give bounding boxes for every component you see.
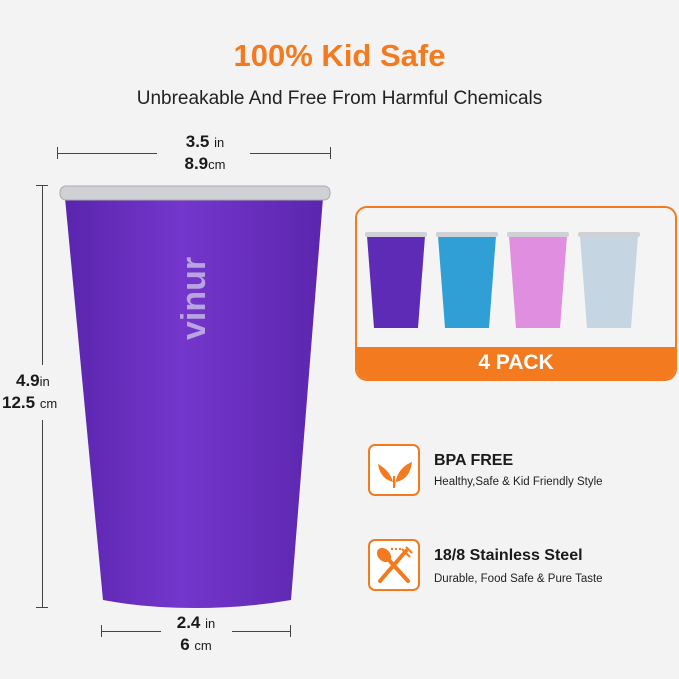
subheadline: Unbreakable And Free From Harmful Chemic…: [136, 88, 543, 109]
brand-logo: vinur: [175, 257, 213, 340]
dimension-line: [42, 420, 43, 607]
pack-cup: [436, 232, 498, 328]
bottom-diameter-label: 2.4 in 6 cm: [176, 613, 216, 654]
headline: 100% Kid Safe: [233, 38, 446, 73]
utensils-icon: [368, 539, 420, 591]
pack-cup: [507, 232, 569, 328]
pack-cup: [578, 232, 640, 328]
dimension-line: [250, 153, 330, 154]
height-label: 4.9in 12.5 cm: [2, 371, 58, 412]
dimension-line: [57, 153, 157, 154]
pack-label: 4 PACK: [357, 347, 675, 379]
feature-title: 18/8 Stainless Steel: [434, 547, 583, 564]
pack-cups: [365, 232, 640, 328]
purple-cup-image: vinur: [59, 185, 331, 608]
top-diameter-label: 3.5 in 8.9cm: [184, 132, 226, 173]
pack-cup: [365, 232, 427, 328]
feature-title: BPA FREE: [434, 452, 514, 469]
four-pack-panel: 4 PACK: [355, 206, 677, 381]
feature-desc: Durable, Food Safe & Pure Taste: [434, 573, 603, 585]
dimension-line: [42, 185, 43, 365]
feature-desc: Healthy,Safe & Kid Friendly Style: [434, 476, 603, 488]
leaf-icon: [368, 444, 420, 496]
